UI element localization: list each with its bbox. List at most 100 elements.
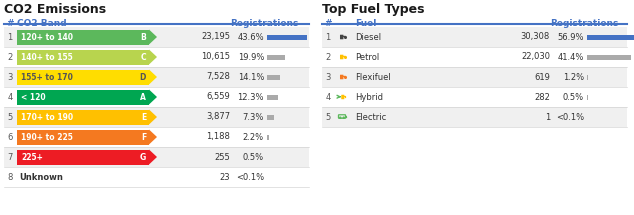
FancyBboxPatch shape	[267, 115, 274, 120]
FancyBboxPatch shape	[587, 75, 588, 80]
Text: 1.2%: 1.2%	[563, 72, 584, 81]
Text: D: D	[139, 72, 146, 81]
Text: 3: 3	[8, 72, 13, 81]
FancyBboxPatch shape	[17, 89, 149, 104]
Text: 7,528: 7,528	[206, 72, 230, 81]
Polygon shape	[149, 129, 157, 144]
FancyBboxPatch shape	[17, 49, 149, 64]
FancyBboxPatch shape	[267, 54, 285, 60]
FancyBboxPatch shape	[322, 67, 627, 86]
FancyBboxPatch shape	[341, 95, 344, 99]
Text: 282: 282	[534, 92, 550, 101]
FancyBboxPatch shape	[17, 69, 149, 84]
Text: C: C	[140, 52, 146, 61]
Text: Registrations: Registrations	[230, 19, 299, 28]
Text: 619: 619	[534, 72, 550, 81]
Text: 6: 6	[8, 132, 13, 141]
Text: 155+ to 170: 155+ to 170	[21, 72, 73, 81]
FancyBboxPatch shape	[267, 95, 278, 100]
Text: Petrol: Petrol	[355, 52, 379, 61]
Text: E: E	[141, 112, 146, 121]
Text: 170+ to 190: 170+ to 190	[21, 112, 73, 121]
FancyBboxPatch shape	[4, 127, 309, 146]
Text: 41.4%: 41.4%	[558, 52, 584, 61]
FancyBboxPatch shape	[322, 87, 627, 106]
Text: 14.1%: 14.1%	[238, 72, 264, 81]
Text: 22,030: 22,030	[521, 52, 550, 61]
Text: <0.1%: <0.1%	[556, 112, 584, 121]
Text: 10,615: 10,615	[201, 52, 230, 61]
Text: CO2 Band: CO2 Band	[17, 19, 67, 28]
Polygon shape	[149, 49, 157, 64]
FancyBboxPatch shape	[17, 29, 149, 45]
Polygon shape	[149, 89, 157, 104]
Text: 1,188: 1,188	[206, 132, 230, 141]
Text: Flexifuel: Flexifuel	[355, 72, 391, 81]
Text: 23: 23	[219, 172, 230, 181]
FancyBboxPatch shape	[17, 129, 149, 144]
Text: 0.5%: 0.5%	[243, 152, 264, 161]
Text: CO2 Emissions: CO2 Emissions	[4, 3, 106, 16]
FancyBboxPatch shape	[267, 135, 269, 140]
FancyBboxPatch shape	[322, 47, 627, 66]
Text: 6,559: 6,559	[206, 92, 230, 101]
Text: 43.6%: 43.6%	[237, 32, 264, 41]
FancyBboxPatch shape	[322, 107, 627, 126]
Text: 8: 8	[8, 172, 13, 181]
Text: 5: 5	[8, 112, 13, 121]
Text: Top Fuel Types: Top Fuel Types	[322, 3, 425, 16]
Text: Hybrid: Hybrid	[355, 92, 383, 101]
FancyBboxPatch shape	[587, 54, 631, 60]
Text: 5: 5	[325, 112, 330, 121]
Text: 1: 1	[8, 32, 13, 41]
FancyBboxPatch shape	[4, 47, 309, 66]
Text: 4: 4	[8, 92, 13, 101]
Text: F: F	[141, 132, 146, 141]
Text: B: B	[140, 32, 146, 41]
Text: 225+: 225+	[21, 152, 43, 161]
Text: 255: 255	[214, 152, 230, 161]
Polygon shape	[149, 109, 157, 124]
FancyBboxPatch shape	[322, 27, 627, 46]
Text: 1: 1	[325, 32, 330, 41]
FancyBboxPatch shape	[4, 27, 309, 46]
Text: 23,195: 23,195	[201, 32, 230, 41]
Text: 2: 2	[325, 52, 330, 61]
Text: <0.1%: <0.1%	[236, 172, 264, 181]
Polygon shape	[149, 69, 157, 84]
Text: A: A	[140, 92, 146, 101]
Text: #: #	[324, 19, 332, 28]
Text: 7.3%: 7.3%	[243, 112, 264, 121]
FancyBboxPatch shape	[4, 87, 309, 106]
FancyBboxPatch shape	[340, 35, 344, 39]
FancyBboxPatch shape	[587, 34, 634, 40]
Text: 120+ to 140: 120+ to 140	[21, 32, 73, 41]
FancyBboxPatch shape	[4, 147, 309, 166]
Text: 30,308: 30,308	[521, 32, 550, 41]
Text: 0.5%: 0.5%	[563, 92, 584, 101]
Text: 12.3%: 12.3%	[238, 92, 264, 101]
Text: 2.2%: 2.2%	[243, 132, 264, 141]
Text: Unknown: Unknown	[19, 172, 63, 181]
FancyBboxPatch shape	[340, 55, 344, 59]
FancyBboxPatch shape	[17, 109, 149, 124]
FancyBboxPatch shape	[4, 107, 309, 126]
Text: 140+ to 155: 140+ to 155	[21, 52, 73, 61]
Text: < 120: < 120	[21, 92, 46, 101]
FancyBboxPatch shape	[4, 67, 309, 86]
Text: 7: 7	[8, 152, 13, 161]
Text: 3,877: 3,877	[206, 112, 230, 121]
Text: 4: 4	[325, 92, 330, 101]
FancyBboxPatch shape	[17, 149, 149, 164]
FancyBboxPatch shape	[340, 75, 344, 79]
Text: Fuel: Fuel	[355, 19, 377, 28]
FancyBboxPatch shape	[267, 34, 307, 40]
Text: 190+ to 225: 190+ to 225	[21, 132, 73, 141]
Text: Diesel: Diesel	[355, 32, 381, 41]
FancyBboxPatch shape	[267, 75, 280, 80]
Polygon shape	[149, 149, 157, 164]
Polygon shape	[149, 29, 157, 45]
Text: Electric: Electric	[355, 112, 386, 121]
FancyBboxPatch shape	[4, 167, 309, 186]
Text: 19.9%: 19.9%	[238, 52, 264, 61]
